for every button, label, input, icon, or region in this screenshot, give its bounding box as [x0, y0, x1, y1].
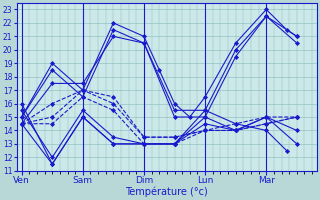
X-axis label: Température (°c): Température (°c): [125, 187, 208, 197]
